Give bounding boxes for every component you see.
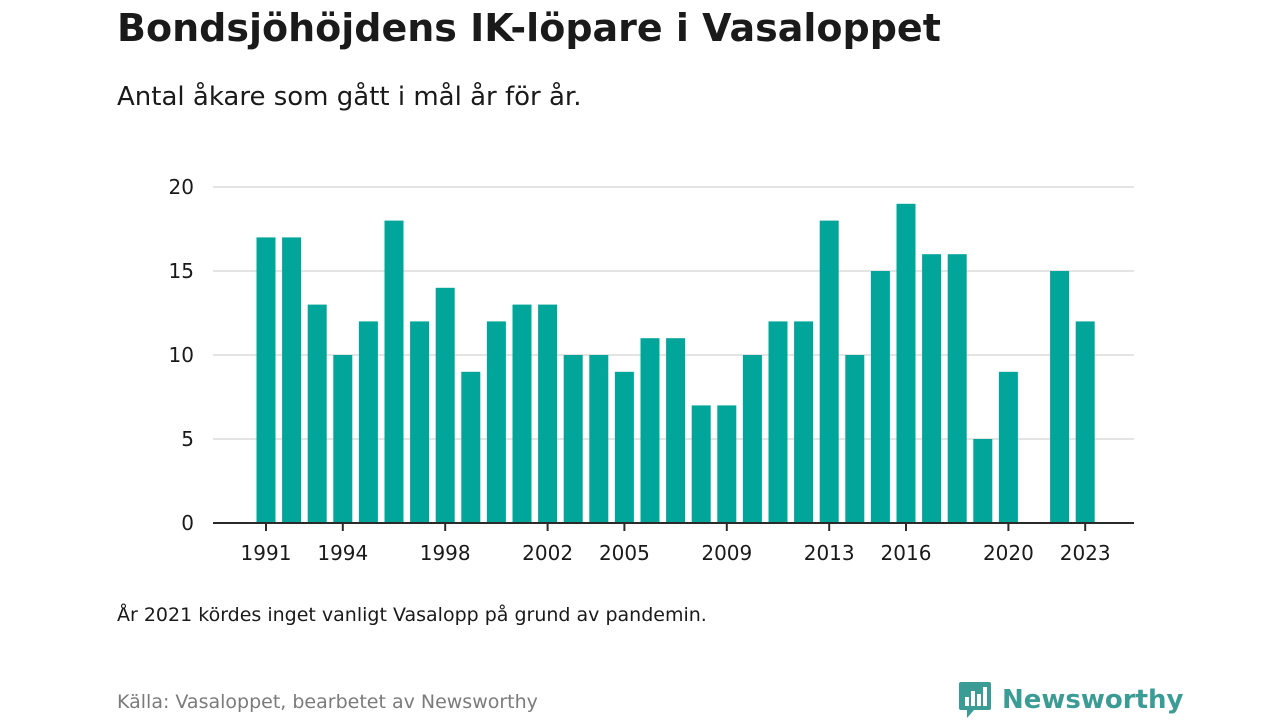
bar-2002 [538,304,558,523]
bar-2007 [666,338,686,523]
bar-chart: 0 5 10 15 20 1991 1994 1998 2002 2005 2009 2013 2016… [169,175,1134,565]
x-tick-label: 2009 [701,541,752,565]
bar-2020 [998,371,1018,523]
x-tick-label: 1991 [241,541,292,565]
y-tick-label: 15 [169,259,194,283]
y-tick-label: 0 [181,511,194,535]
bar-2023 [1075,321,1095,523]
bar-2010 [742,355,762,523]
bar-2005 [614,371,634,523]
bar-1999 [461,371,481,523]
bar-1998 [435,287,455,523]
y-tick-label: 20 [169,175,194,199]
newsworthy-logo: Newsworthy [958,680,1183,720]
bar-2013 [819,220,839,523]
x-tick-label: 2002 [522,541,573,565]
x-tick-label: 1998 [420,541,471,565]
bar-2015 [870,271,890,523]
bar-1996 [384,220,404,523]
bar-2014 [845,355,865,523]
y-tick-label: 10 [169,343,194,367]
chart-subtitle: Antal åkare som gått i mål år för år. [117,82,582,112]
x-tick-label: 2020 [983,541,1034,565]
bar-1997 [410,321,430,523]
bar-2001 [512,304,532,523]
bar-1992 [282,237,302,523]
bars [256,203,1095,524]
newsworthy-logo-icon [959,682,991,718]
bar-1991 [256,237,276,523]
bar-1994 [333,355,353,523]
bar-2000 [486,321,506,523]
bar-2016 [896,203,916,524]
x-tick-label: 2016 [881,541,932,565]
x-tick-label: 2005 [599,541,650,565]
bar-2006 [640,338,660,523]
bar-2004 [589,355,609,523]
bar-2003 [563,355,583,523]
bar-2008 [691,405,711,523]
chart-title: Bondsjöhöjdens IK-löpare i Vasaloppet [117,6,941,50]
source-label: Källa: Vasaloppet, bearbetet av Newswort… [117,691,538,713]
bar-2012 [794,321,814,523]
x-tick-label: 2013 [804,541,855,565]
x-tick-label: 1994 [317,541,368,565]
chart-note: År 2021 kördes inget vanligt Vasalopp på… [117,604,707,626]
bar-2022 [1050,271,1070,523]
bar-2011 [768,321,788,523]
bar-2019 [973,439,993,523]
bar-2017 [922,254,942,523]
axes: 0 5 10 15 20 1991 1994 1998 2002 2005 2009 2013 2016… [169,175,1134,565]
bar-1993 [307,304,327,523]
bar-1995 [358,321,378,523]
brand-name: Newsworthy [1002,685,1184,715]
x-tick-label: 2023 [1060,541,1111,565]
bar-2018 [947,254,967,523]
y-tick-label: 5 [181,427,194,451]
bar-2009 [717,405,737,523]
